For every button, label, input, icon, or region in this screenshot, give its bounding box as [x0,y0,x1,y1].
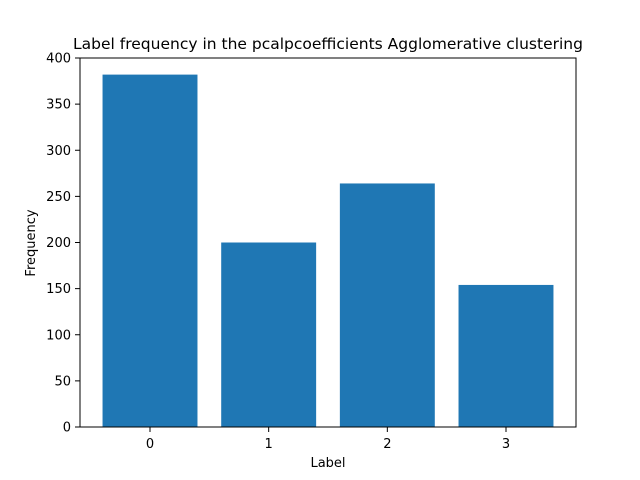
y-axis-label: Frequency [24,209,39,276]
x-tick-label: 1 [265,437,273,452]
x-tick-label: 3 [502,437,510,452]
y-tick-label: 0 [63,421,71,436]
y-tick-label: 50 [54,374,71,389]
x-axis: 0 1 2 3 [146,427,510,452]
bars-layer [102,74,554,427]
y-tick-label: 400 [46,52,71,67]
y-tick-label: 300 [46,144,71,159]
bar-0 [102,74,198,427]
y-axis: 0 50 100 150 200 250 300 350 400 [46,52,80,436]
bar-2 [339,183,435,427]
y-tick-label: 350 [46,98,71,113]
bar-1 [221,242,317,427]
chart-title: Label frequency in the pcalpcoefficients… [73,35,583,53]
bar-3 [458,284,554,427]
y-tick-label: 200 [46,236,71,251]
x-axis-label: Label [310,456,345,471]
x-tick-label: 0 [146,437,154,452]
y-tick-label: 100 [46,328,71,343]
x-tick-label: 2 [383,437,391,452]
y-tick-label: 150 [46,282,71,297]
y-tick-label: 250 [46,190,71,205]
